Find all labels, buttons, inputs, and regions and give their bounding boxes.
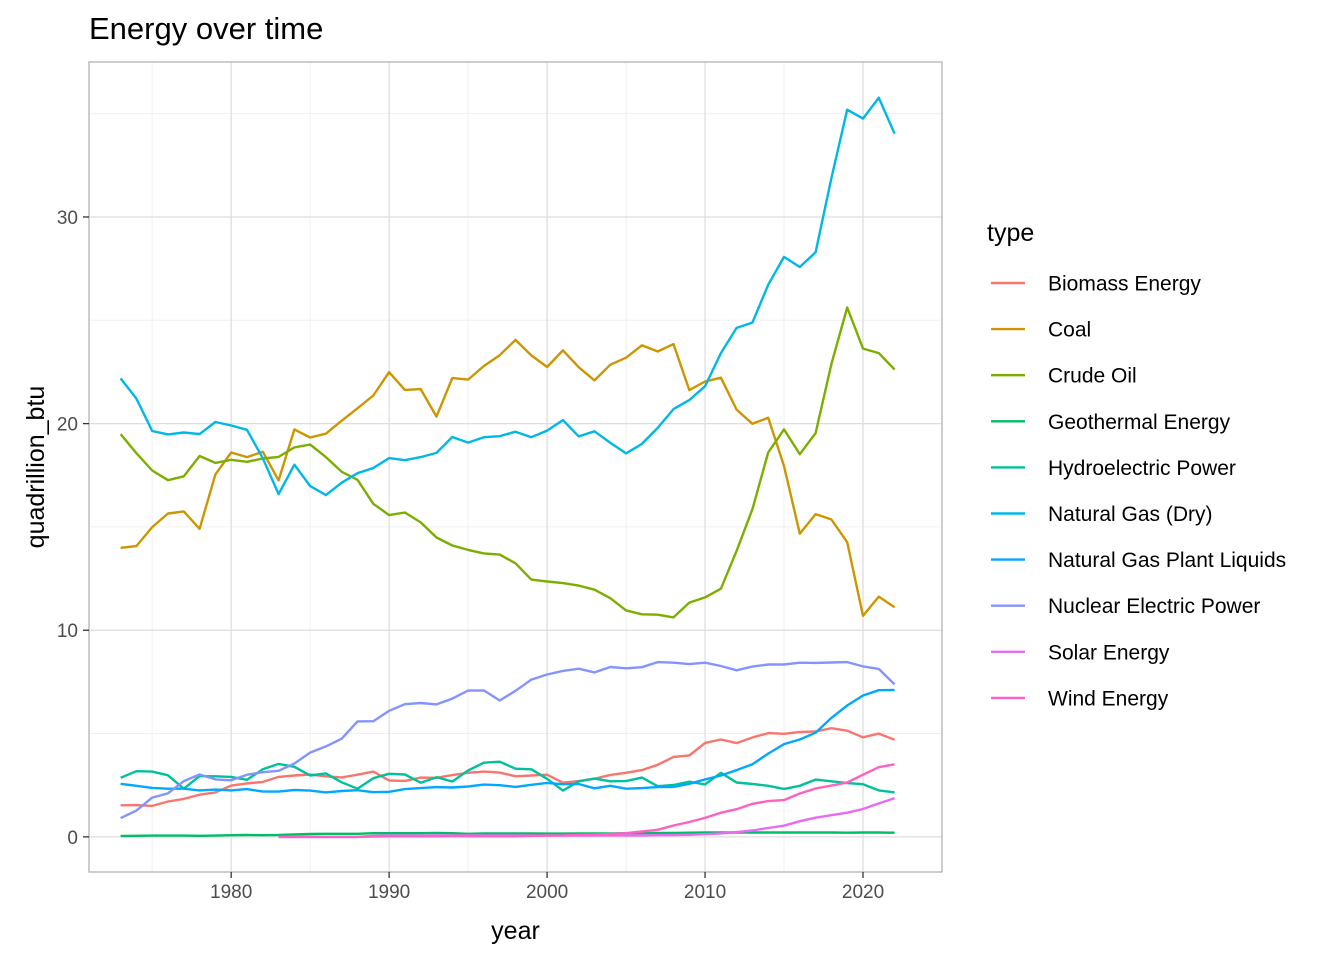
legend-label: Biomass Energy <box>1048 273 1201 296</box>
y-tick-label: 0 <box>67 828 78 849</box>
series-lines <box>119 96 896 839</box>
y-tick-label: 30 <box>57 208 78 229</box>
legend-label: Geothermal Energy <box>1048 411 1231 434</box>
legend-item-nuclear-electric-power: Nuclear Electric Power <box>991 595 1260 618</box>
plot-border <box>88 61 943 873</box>
series-line-crude-oil <box>119 306 896 619</box>
x-tick-label: 2000 <box>526 882 568 903</box>
legend-item-natural-gas-plant-liquids: Natural Gas Plant Liquids <box>991 549 1286 572</box>
legend-item-geothermal-energy: Geothermal Energy <box>991 411 1231 434</box>
legend-label: Coal <box>1048 319 1091 342</box>
legend-title: type <box>987 219 1034 247</box>
legend-item-biomass-energy: Biomass Energy <box>991 273 1201 296</box>
series-line-coal <box>120 338 896 617</box>
legend-item-solar-energy: Solar Energy <box>991 641 1170 664</box>
y-tick-label: 20 <box>57 415 78 436</box>
legend-label: Natural Gas (Dry) <box>1048 503 1213 526</box>
plot-panel <box>89 62 942 872</box>
y-axis-title: quadrillion_btu <box>22 386 50 549</box>
series-line-geothermal-energy <box>120 831 895 838</box>
legend-label: Solar Energy <box>1048 641 1170 664</box>
x-tick-label: 1980 <box>210 882 252 903</box>
legend: type Biomass Energy Coal Crude Oil Geotherm… <box>987 219 1286 710</box>
x-axis-title: year <box>491 917 540 945</box>
legend-items: Biomass Energy Coal Crude Oil Geothermal En… <box>991 273 1286 710</box>
x-tick-label: 2010 <box>684 882 726 903</box>
legend-label: Nuclear Electric Power <box>1048 595 1260 618</box>
legend-item-wind-energy: Wind Energy <box>991 687 1169 710</box>
legend-label: Natural Gas Plant Liquids <box>1048 549 1286 572</box>
series-line-natural-gas-plant-liquids <box>120 688 895 794</box>
series-line-nuclear-electric-power <box>120 660 896 820</box>
legend-item-natural-gas-dry: Natural Gas (Dry) <box>991 503 1213 526</box>
legend-label: Crude Oil <box>1048 365 1137 388</box>
x-tick-label: 2020 <box>842 882 884 903</box>
series-line-hydroelectric-power <box>120 760 895 794</box>
legend-item-coal: Coal <box>991 319 1091 342</box>
legend-item-hydroelectric-power: Hydroelectric Power <box>991 457 1236 480</box>
x-tick-label: 1990 <box>368 882 410 903</box>
legend-label: Hydroelectric Power <box>1048 457 1236 480</box>
chart-title: Energy over time <box>89 11 323 46</box>
series-line-biomass-energy <box>120 727 896 808</box>
series-line-wind-energy <box>278 763 895 839</box>
y-axis: 0 10 20 30 <box>57 208 89 849</box>
y-tick-label: 10 <box>57 621 78 642</box>
series-line-natural-gas-dry <box>119 96 896 497</box>
legend-label: Wind Energy <box>1048 687 1169 710</box>
x-axis: 1980 1990 2000 2010 2020 <box>210 872 884 903</box>
legend-item-crude-oil: Crude Oil <box>991 365 1137 388</box>
